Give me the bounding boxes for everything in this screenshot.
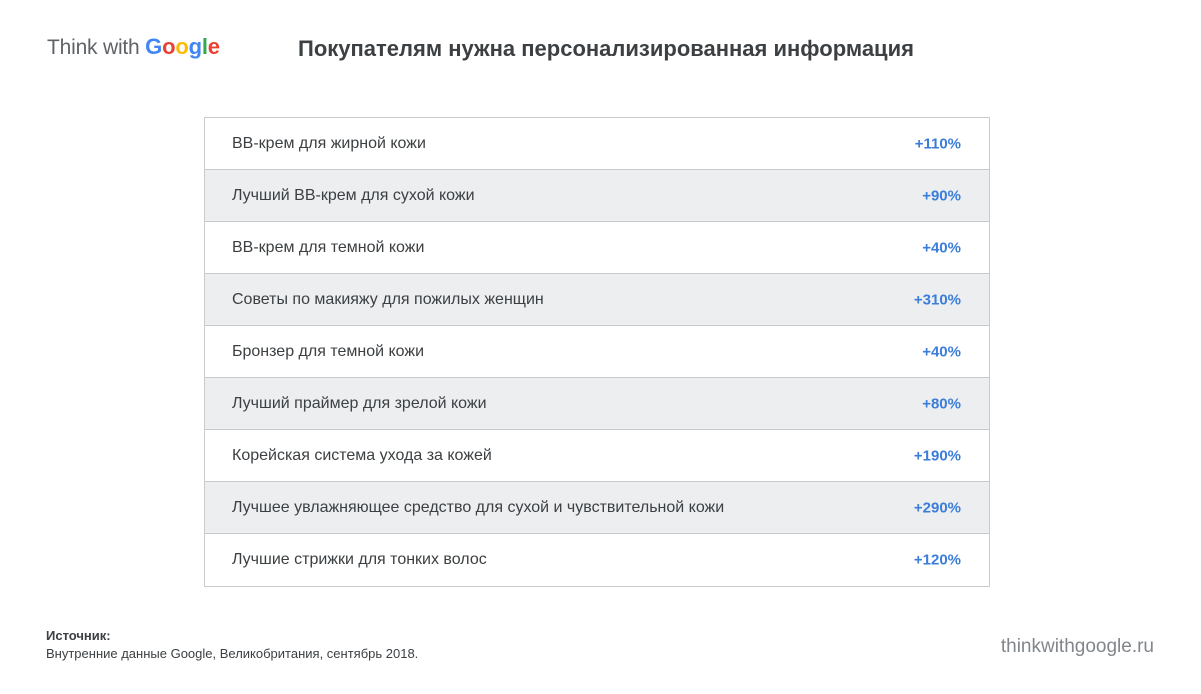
row-label: Корейская система ухода за кожей: [232, 446, 492, 464]
logo-letter-e: e: [207, 34, 220, 59]
table-row: Корейская система ухода за кожей +190%: [205, 430, 989, 482]
logo-letter-l: l: [201, 34, 208, 59]
table-row: Советы по макияжу для пожилых женщин +310…: [205, 274, 989, 326]
row-label: Лучший праймер для зрелой кожи: [232, 394, 487, 412]
logo-letter-g2: g: [188, 34, 202, 59]
table-row: Лучшие стрижки для тонких волос +120%: [205, 534, 989, 586]
row-label: Лучший BB-крем для сухой кожи: [232, 186, 475, 204]
logo-letter-g1: G: [145, 34, 163, 59]
logo-google-word: Google: [145, 34, 220, 59]
row-value: +80%: [922, 395, 961, 412]
search-growth-table: BB-крем для жирной кожи +110% Лучший BB-кр…: [204, 117, 990, 587]
row-value: +290%: [913, 499, 961, 516]
page-title: Покупателям нужна персонализированная ин…: [298, 36, 914, 61]
row-value: +40%: [922, 343, 961, 360]
row-value: +90%: [922, 187, 961, 204]
source-label: Источник:: [46, 628, 111, 643]
logo-prefix: Think with: [47, 36, 146, 59]
source-note: Источник: Внутренние данные Google, Вели…: [46, 627, 418, 663]
row-value: +110%: [914, 135, 961, 152]
table-row: Бронзер для темной кожи +40%: [205, 326, 989, 378]
table-row: BB-крем для темной кожи +40%: [205, 222, 989, 274]
row-value: +120%: [913, 551, 961, 569]
row-label: BB-крем для темной кожи: [232, 238, 425, 256]
think-with-google-logo[interactable]: Think with Google: [47, 34, 220, 60]
row-label: Лучшее увлажняющее средство для сухой и …: [232, 498, 725, 516]
table-row: Лучший праймер для зрелой кожи +80%: [205, 378, 989, 430]
table-row: Лучший BB-крем для сухой кожи +90%: [205, 170, 989, 222]
row-label: Бронзер для темной кожи: [232, 342, 425, 360]
row-label: BB-крем для жирной кожи: [232, 134, 426, 152]
row-value: +40%: [922, 239, 961, 256]
row-value: +190%: [913, 447, 961, 464]
row-label: Лучшие стрижки для тонких волос: [232, 551, 487, 568]
logo-letter-o1: o: [162, 34, 176, 59]
row-value: +310%: [913, 291, 961, 308]
table-row: Лучшее увлажняющее средство для сухой и …: [205, 482, 989, 534]
logo-letter-o2: o: [175, 34, 189, 59]
table-row: BB-крем для жирной кожи +110%: [205, 118, 989, 170]
source-text: Внутренние данные Google, Великобритания…: [46, 646, 419, 661]
site-link[interactable]: thinkwithgoogle.ru: [1000, 636, 1154, 657]
row-label: Советы по макияжу для пожилых женщин: [232, 290, 544, 308]
